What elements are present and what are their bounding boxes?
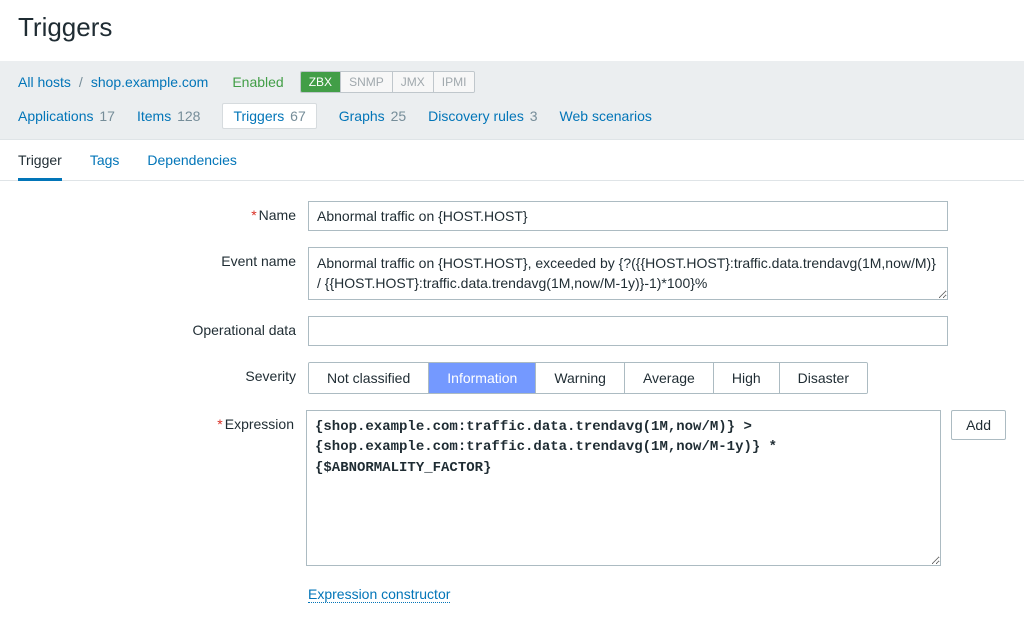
breadcrumb: All hosts / shop.example.com Enabled ZBX… [18,71,1006,93]
event-name-input[interactable] [308,247,948,300]
expression-constructor-link[interactable]: Expression constructor [308,586,450,603]
name-input[interactable] [308,201,948,231]
nav-applications[interactable]: Applications 17 [18,108,115,124]
operational-data-input[interactable] [308,316,948,346]
breadcrumb-all-hosts[interactable]: All hosts [18,74,71,90]
severity-disaster[interactable]: Disaster [779,363,867,393]
protocol-snmp: SNMP [340,72,392,92]
nav-items[interactable]: Items 128 [137,108,200,124]
severity-high[interactable]: High [713,363,779,393]
label-expression: *Expression [18,410,306,432]
breadcrumb-host[interactable]: shop.example.com [91,74,209,90]
row-name: *Name [18,201,1006,231]
nav-graphs-label: Graphs [339,108,385,124]
tab-trigger[interactable]: Trigger [18,152,62,181]
severity-not-classified[interactable]: Not classified [309,363,428,393]
row-severity: Severity Not classified Information Warn… [18,362,1006,394]
label-name: *Name [18,201,308,223]
nav-discovery[interactable]: Discovery rules 3 [428,108,537,124]
label-operational-data: Operational data [18,316,308,338]
host-nav: Applications 17 Items 128 Triggers 67 Gr… [18,103,1006,139]
severity-group: Not classified Information Warning Avera… [308,362,868,394]
page-title: Triggers [0,0,1024,61]
expression-input[interactable] [306,410,941,566]
label-severity: Severity [18,362,308,384]
protocol-zbx: ZBX [301,72,340,92]
protocol-ipmi: IPMI [433,72,475,92]
row-expression-constructor: Expression constructor [18,582,1006,603]
nav-triggers-label: Triggers [233,108,284,124]
breadcrumb-sep: / [79,74,83,90]
nav-applications-label: Applications [18,108,94,124]
severity-warning[interactable]: Warning [535,363,624,393]
add-button[interactable]: Add [951,410,1006,440]
tab-dependencies[interactable]: Dependencies [147,152,237,180]
row-operational-data: Operational data [18,316,1006,346]
nav-items-count: 128 [177,108,200,124]
nav-graphs-count: 25 [391,108,407,124]
nav-graphs[interactable]: Graphs 25 [339,108,406,124]
severity-information[interactable]: Information [428,363,535,393]
protocol-badges: ZBX SNMP JMX IPMI [300,71,476,93]
nav-triggers[interactable]: Triggers 67 [222,103,316,129]
label-event-name: Event name [18,247,308,269]
nav-triggers-count: 67 [290,108,306,124]
host-header: All hosts / shop.example.com Enabled ZBX… [0,61,1024,140]
nav-items-label: Items [137,108,171,124]
tabs: Trigger Tags Dependencies [0,140,1024,181]
nav-applications-count: 17 [99,108,115,124]
nav-web[interactable]: Web scenarios [560,108,652,124]
severity-average[interactable]: Average [624,363,713,393]
nav-discovery-count: 3 [530,108,538,124]
trigger-form: *Name Event name Operational data Severi… [0,181,1024,639]
nav-discovery-label: Discovery rules [428,108,524,124]
protocol-jmx: JMX [392,72,433,92]
row-event-name: Event name [18,247,1006,300]
tab-tags[interactable]: Tags [90,152,120,180]
status-enabled: Enabled [232,74,283,90]
row-expression: *Expression Add [18,410,1006,566]
